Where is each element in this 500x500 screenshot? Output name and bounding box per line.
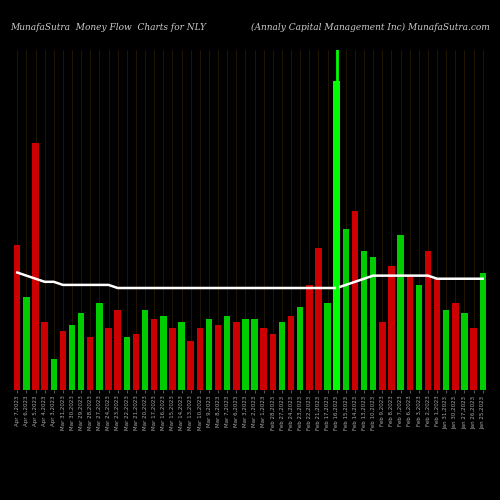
Text: MunafaSutra  Money Flow  Charts for NLY: MunafaSutra Money Flow Charts for NLY	[10, 22, 206, 32]
Bar	[69, 325, 75, 390]
Bar	[242, 319, 248, 390]
Bar	[297, 306, 304, 390]
Bar	[196, 328, 203, 390]
Bar	[334, 81, 340, 390]
Bar	[132, 334, 139, 390]
Bar	[78, 312, 84, 390]
Bar	[32, 142, 38, 390]
Bar	[406, 276, 413, 390]
Bar	[288, 316, 294, 390]
Bar	[398, 236, 404, 390]
Bar	[434, 278, 440, 390]
Text: (Annaly Capital Management Inc) MunafaSutra.com: (Annaly Capital Management Inc) MunafaSu…	[252, 22, 490, 32]
Bar	[470, 328, 477, 390]
Bar	[452, 304, 458, 390]
Bar	[215, 325, 222, 390]
Bar	[124, 338, 130, 390]
Bar	[14, 244, 20, 390]
Bar	[278, 322, 285, 390]
Bar	[42, 322, 48, 390]
Bar	[480, 272, 486, 390]
Bar	[169, 328, 175, 390]
Bar	[361, 251, 368, 390]
Bar	[324, 304, 331, 390]
Bar	[270, 334, 276, 390]
Bar	[370, 257, 376, 390]
Bar	[260, 328, 267, 390]
Bar	[233, 322, 239, 390]
Bar	[425, 251, 431, 390]
Bar	[96, 304, 102, 390]
Bar	[114, 310, 121, 390]
Bar	[60, 332, 66, 390]
Bar	[50, 359, 57, 390]
Bar	[87, 338, 94, 390]
Bar	[160, 316, 166, 390]
Bar	[342, 230, 349, 390]
Bar	[151, 319, 158, 390]
Bar	[252, 319, 258, 390]
Bar	[462, 312, 468, 390]
Bar	[443, 310, 450, 390]
Bar	[306, 285, 312, 390]
Bar	[224, 316, 230, 390]
Bar	[23, 298, 30, 390]
Bar	[206, 319, 212, 390]
Bar	[379, 322, 386, 390]
Bar	[352, 210, 358, 390]
Bar	[315, 248, 322, 390]
Bar	[188, 340, 194, 390]
Bar	[416, 285, 422, 390]
Bar	[388, 266, 394, 390]
Bar	[178, 322, 185, 390]
Bar	[142, 310, 148, 390]
Bar	[106, 328, 112, 390]
